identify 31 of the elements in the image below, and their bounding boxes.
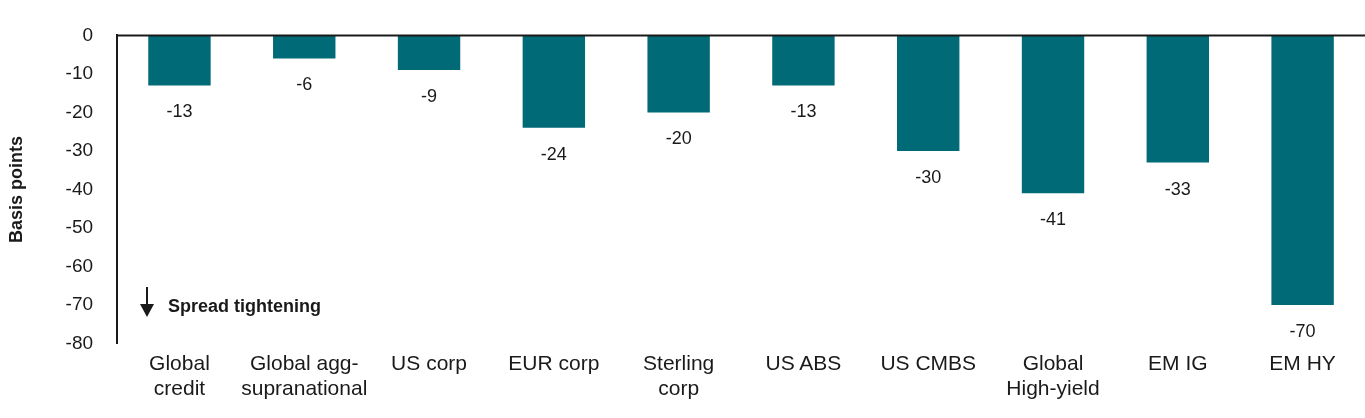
x-tick-label: Global agg-supranational: [241, 351, 368, 400]
y-axis-title: Basis points: [5, 135, 26, 244]
x-tick-label: US corp: [391, 351, 467, 374]
data-label: -30: [915, 166, 942, 187]
data-label: -6: [296, 74, 313, 95]
x-tick-label: EM IG: [1148, 351, 1208, 374]
y-tick-label: -60: [65, 254, 94, 276]
x-tick-label: US CMBS: [880, 351, 977, 374]
x-tick-label: Global High-yield: [1006, 351, 1100, 400]
data-label: -9: [421, 86, 438, 107]
annotation: Spread tightening: [168, 295, 322, 316]
x-tick-label: Sterling corp: [643, 351, 715, 400]
y-tick-label: -10: [65, 62, 94, 84]
x-tick-label: EM HY: [1269, 351, 1336, 374]
y-tick-label: -30: [65, 139, 94, 161]
data-label: -13: [790, 101, 817, 122]
x-tick-label: US ABS: [765, 351, 842, 374]
data-label: -70: [1289, 321, 1316, 342]
y-tick-label: 0: [82, 23, 94, 45]
data-label: -33: [1164, 178, 1191, 199]
x-tick-label: Global credit: [149, 351, 210, 400]
x-tick-label: EUR corp: [508, 351, 600, 374]
y-tick-label: -20: [65, 100, 94, 122]
y-tick-label: -70: [65, 293, 94, 315]
y-tick-label: -50: [65, 216, 94, 238]
y-tick-label: -80: [65, 331, 94, 353]
data-label: -13: [166, 101, 193, 122]
data-label: -24: [540, 143, 567, 164]
data-label: -41: [1040, 209, 1067, 230]
y-tick-label: -40: [65, 177, 94, 199]
data-label: -20: [665, 128, 692, 149]
